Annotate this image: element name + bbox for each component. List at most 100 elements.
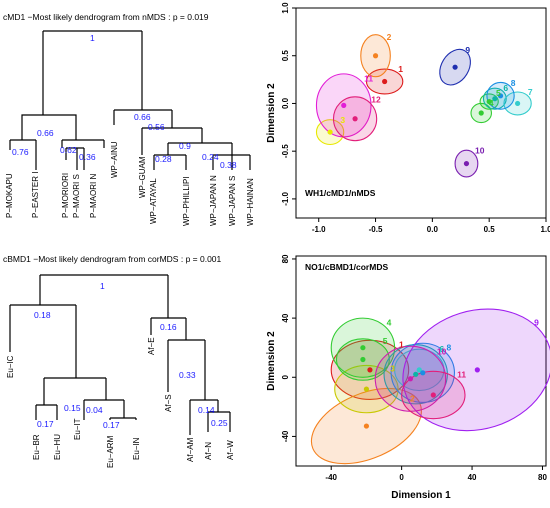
group-2-label: 2: [387, 32, 392, 42]
dendrogram-top-title: cMD1 −Most likely dendrogram from nMDS :…: [3, 12, 209, 22]
support-label: 0.38: [220, 160, 237, 170]
branch-root: [42, 30, 143, 115]
group-6-label: 6: [503, 83, 508, 93]
group-10-label: 10: [475, 146, 485, 156]
axis-layer: -1.0 -0.5 0.0 0.5 1.0 -1.0 -0.5 0.0 0.5 1.0: [281, 2, 550, 234]
support-label: 1: [100, 281, 105, 291]
group-1-point: [382, 78, 388, 85]
group-3-label: 3: [340, 115, 345, 125]
x-axis-label: Dimension 1: [391, 490, 451, 501]
group-8-point: [420, 370, 426, 376]
plot-frame: [295, 255, 547, 467]
dendrogram-top-left: cMD1 −Most likely dendrogram from nMDS :…: [3, 12, 255, 226]
branch-guam-rest: [141, 127, 203, 155]
y-axis-label: Dimension 2: [266, 331, 277, 391]
group-9-point: [452, 64, 458, 70]
branch-root: [39, 274, 169, 318]
group-5-point: [486, 98, 492, 105]
group-label-layer: 1 2 3 4 5 67 8 9 10 11: [383, 318, 539, 404]
group-7-point: [416, 367, 422, 373]
group-6-point: [413, 371, 419, 377]
group-2-label: 2: [410, 394, 415, 404]
group-12-label: 12: [371, 94, 381, 104]
branch-af-group: [150, 317, 187, 340]
leaf-label: WP−PHILLIPI: [182, 176, 191, 226]
support-label: 0.18: [34, 310, 51, 320]
leaf-label: P−MAORI S: [72, 174, 81, 218]
leaf-label: P−EASTER I: [31, 172, 40, 218]
group-8-label: 8: [447, 343, 452, 353]
group-11-label: 11: [457, 369, 466, 379]
x-tick-label: 1.0: [540, 225, 550, 234]
support-label: 0.36: [79, 152, 96, 162]
x-tick-label: 0.5: [484, 225, 496, 234]
y-tick-label: -0.5: [281, 144, 290, 158]
leaf-label: Eu−HU: [53, 434, 62, 460]
leaf-label: Af−E: [147, 337, 156, 355]
group-2-point: [363, 423, 370, 429]
support-label: 0.66: [134, 112, 151, 122]
branch-japan: [212, 154, 251, 170]
branch-it-rest: [43, 377, 107, 405]
x-tick-label: 40: [468, 473, 477, 482]
leaf-label: Eu−IN: [132, 437, 141, 460]
x-tick-label: 0.0: [427, 225, 439, 234]
group-9-label: 9: [534, 318, 539, 328]
y-tick-label: 80: [281, 254, 290, 263]
branch-wp-group: [113, 109, 173, 128]
support-label: 0.76: [12, 147, 29, 157]
y-axis-label: Dimension 2: [266, 83, 277, 143]
support-label: 0.16: [160, 322, 177, 332]
leaf-label: P−MOKAPU: [5, 173, 14, 218]
group-4-label: 4: [489, 98, 494, 108]
x-tick-label: 80: [538, 473, 547, 482]
support-label: 1: [90, 33, 95, 43]
group-9-point: [474, 367, 480, 373]
group-5-point: [360, 356, 366, 363]
branch-japan-hainan: [167, 142, 233, 155]
group-10-label: 10: [437, 346, 447, 356]
branch-n-w: [207, 411, 231, 432]
scatter-annotation: WH1/cMD1/nMDS: [305, 188, 376, 198]
branch-br-hu: [35, 404, 58, 420]
group-10-point: [407, 376, 414, 382]
leaf-label: Af−S: [164, 394, 173, 412]
group-10-point: [463, 160, 470, 167]
support-label: 0.17: [37, 419, 54, 429]
branch-moriori-maori: [61, 139, 105, 148]
group-11-label: 11: [364, 74, 373, 84]
group-1-label: 1: [398, 64, 403, 74]
group-12-point: [352, 116, 358, 122]
dendrogram-bottom-left: cBMD1 −Most likely dendrogram from corMD…: [3, 254, 235, 468]
group-6-label: 6: [439, 344, 444, 354]
support-label: 0.14: [198, 405, 215, 415]
point-layer: [327, 53, 521, 167]
branch-atayal-phillipi: [153, 154, 187, 170]
leaf-label: Eu−IT: [73, 418, 82, 440]
branch-p-group: [21, 114, 77, 140]
support-label: 0.15: [64, 403, 81, 413]
support-label: 0.62: [60, 145, 77, 155]
x-tick-label: -40: [325, 473, 337, 482]
branch-s-rest: [167, 339, 206, 400]
group-11-point: [341, 102, 347, 108]
group-4-label: 4: [387, 318, 392, 328]
support-label: 0.56: [148, 122, 165, 132]
group-8-point: [497, 93, 504, 99]
support-label: 0.17: [103, 420, 120, 430]
leaf-label: WP−ATAYAL: [149, 178, 158, 224]
leaf-label: Eu−IC: [6, 355, 15, 378]
group-3-point: [327, 129, 333, 135]
leaf-label: WP−HAINAN: [246, 178, 255, 226]
leaf-label: WP−JAPAN N: [209, 175, 218, 226]
axis-layer: -40 0 40 80 -40 0 40 80: [281, 254, 547, 482]
y-tick-label: 40: [281, 313, 290, 322]
branch-arm-in: [83, 399, 125, 420]
x-tick-label: -0.5: [369, 225, 383, 234]
dendrogram-bottom-branches: [9, 274, 231, 435]
support-label: 0.04: [86, 405, 103, 415]
dendrogram-bottom-leaves: Eu−IC Eu−BR Eu−HU Eu−IT Eu−ARM Eu−IN Af−…: [6, 337, 235, 468]
